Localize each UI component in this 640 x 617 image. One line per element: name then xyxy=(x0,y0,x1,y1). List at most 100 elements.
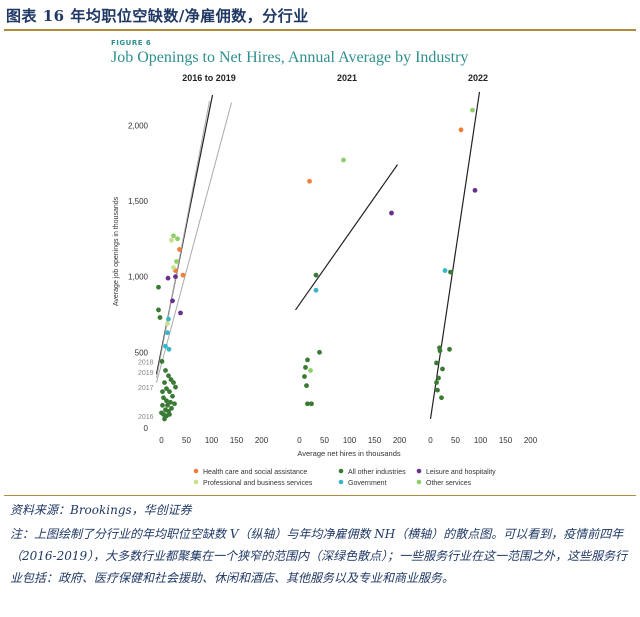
point-0-21 xyxy=(163,368,168,373)
point-0-5 xyxy=(174,259,179,264)
legend-marker-1 xyxy=(338,468,344,474)
x-tick-label-1-1: 50 xyxy=(320,436,329,445)
point-1-7 xyxy=(303,365,308,370)
point-1-1 xyxy=(341,157,346,163)
point-0-26 xyxy=(164,386,169,392)
point-2-6 xyxy=(437,348,443,354)
point-0-40 xyxy=(159,410,164,416)
x-tick-label-2-1: 50 xyxy=(451,436,460,445)
point-0-28 xyxy=(170,393,175,399)
point-2-3 xyxy=(442,268,448,273)
point-0-4 xyxy=(175,236,180,242)
point-0-39 xyxy=(162,416,167,422)
x-tick-label-2-2: 100 xyxy=(474,436,488,445)
point-0-22 xyxy=(166,373,171,379)
point-0-36 xyxy=(169,405,174,411)
point-0-44 xyxy=(162,380,167,385)
figure-label: FIGURE 6 xyxy=(111,39,152,47)
y-tick-label-4: 2,000 xyxy=(128,121,149,130)
x-tick-label-2-4: 200 xyxy=(524,436,538,445)
point-0-16 xyxy=(165,321,170,326)
fit-line-0-1 xyxy=(156,100,210,379)
point-0-27 xyxy=(167,389,172,395)
point-2-11 xyxy=(435,387,440,393)
figure-title: Job Openings to Net Hires, Annual Averag… xyxy=(111,49,469,66)
point-0-25 xyxy=(173,384,178,390)
point-2-10 xyxy=(436,375,441,381)
x-tick-label-0-2: 100 xyxy=(205,436,219,445)
point-0-15 xyxy=(166,346,172,352)
point-0-6 xyxy=(169,237,174,243)
point-0-10 xyxy=(170,298,175,304)
x-tick-label-0-1: 50 xyxy=(182,436,191,445)
legend-label-2: Leisure and hospitality xyxy=(426,469,496,476)
point-1-5 xyxy=(317,349,322,355)
point-2-13 xyxy=(434,380,439,385)
point-0-29 xyxy=(161,395,166,401)
x-tick-label-1-4: 200 xyxy=(393,436,407,445)
point-0-19 xyxy=(157,315,163,320)
point-1-3 xyxy=(313,272,319,278)
x-tick-label-0-3: 150 xyxy=(230,436,244,445)
legend-label-1: All other industries xyxy=(348,469,406,476)
point-2-1 xyxy=(458,127,464,133)
panel-title-0: 2016 to 2019 xyxy=(182,73,236,83)
x-tick-label-0-4: 200 xyxy=(255,436,269,445)
point-2-7 xyxy=(447,346,452,352)
point-2-12 xyxy=(439,395,444,401)
point-0-2 xyxy=(177,246,182,252)
point-0-0 xyxy=(180,272,186,278)
x-tick-label-0-0: 0 xyxy=(159,436,164,445)
point-1-2 xyxy=(389,210,394,216)
point-0-42 xyxy=(165,402,170,408)
legend-label-4: Government xyxy=(348,480,387,487)
header-rule xyxy=(4,29,636,31)
x-tick-label-1-2: 100 xyxy=(343,436,357,445)
legend-marker-4 xyxy=(338,479,344,485)
panel-title-1: 2021 xyxy=(337,73,357,83)
footer-rule xyxy=(4,495,636,496)
point-0-32 xyxy=(172,401,177,407)
x-tick-label-1-3: 150 xyxy=(368,436,382,445)
y-tick-label-3: 1,500 xyxy=(128,197,149,206)
point-2-2 xyxy=(472,187,478,193)
point-0-24 xyxy=(171,380,176,385)
point-0-41 xyxy=(167,411,172,417)
point-0-8 xyxy=(165,275,171,281)
point-1-9 xyxy=(302,374,307,379)
year-label-2: 2017 xyxy=(138,385,154,392)
legend-label-0: Health care and social assistance xyxy=(203,469,307,476)
y-tick-label-2: 1,000 xyxy=(128,273,149,282)
point-2-9 xyxy=(440,366,445,372)
x-tick-label-1-0: 0 xyxy=(297,436,302,445)
year-label-0: 2018 xyxy=(138,359,154,366)
point-1-12 xyxy=(309,401,314,407)
legend-marker-0 xyxy=(193,468,199,474)
point-0-14 xyxy=(163,343,168,349)
point-1-8 xyxy=(308,368,313,373)
point-1-10 xyxy=(304,383,309,389)
legend-marker-2 xyxy=(416,468,422,474)
fit-line-1-0 xyxy=(295,164,398,311)
point-1-4 xyxy=(313,287,319,293)
point-0-7 xyxy=(171,265,176,270)
point-0-3 xyxy=(171,233,176,239)
point-2-8 xyxy=(434,360,439,366)
year-label-3: 2016 xyxy=(138,414,154,421)
legend-marker-3 xyxy=(193,479,199,485)
point-1-0 xyxy=(307,178,312,184)
chart-footnote: 注：上图绘制了分行业的年均职位空缺数 V（纵轴）与年均净雇佣数 NH（横轴）的散… xyxy=(10,527,628,585)
legend-label-3: Professional and business services xyxy=(203,480,313,487)
x-axis-label: Average net hires in thousands xyxy=(297,449,401,458)
y-tick-label-1: 500 xyxy=(135,348,149,357)
legend-label-5: Other services xyxy=(426,480,472,487)
point-0-12 xyxy=(166,316,171,322)
year-label-1: 2019 xyxy=(138,370,154,377)
point-0-43 xyxy=(160,389,165,395)
point-0-11 xyxy=(178,310,183,316)
point-0-33 xyxy=(160,402,165,408)
point-0-18 xyxy=(156,307,161,313)
point-2-0 xyxy=(470,107,475,113)
point-2-4 xyxy=(448,269,453,275)
